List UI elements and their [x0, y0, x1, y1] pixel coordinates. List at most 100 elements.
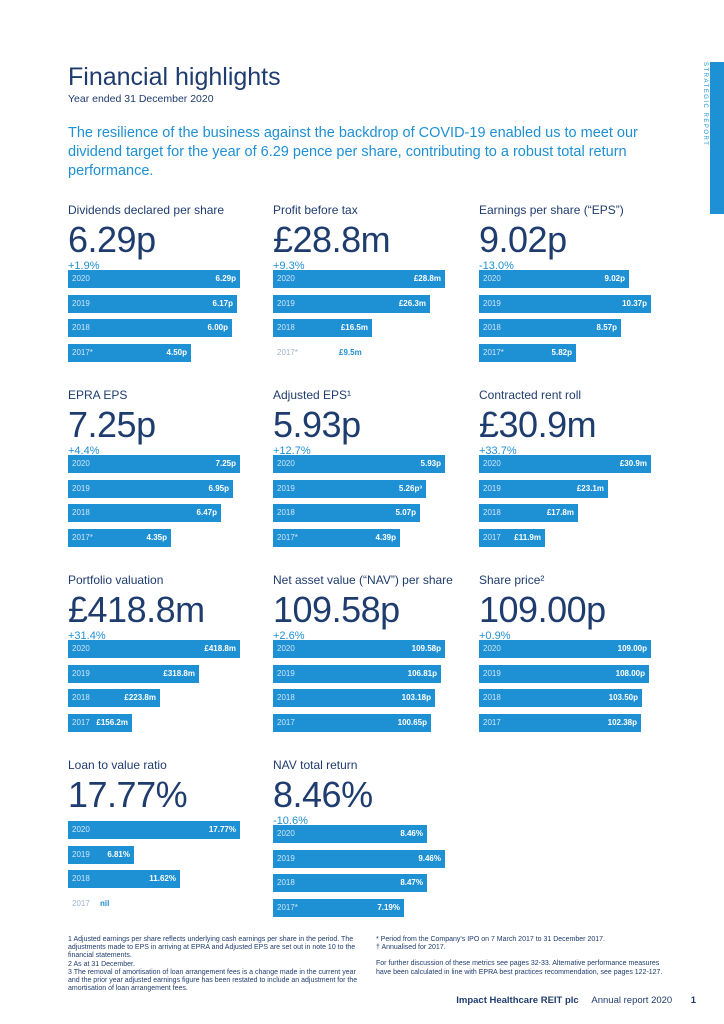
- bar-value-label: 7.25p: [215, 459, 236, 468]
- bar-row: 2017 nil: [68, 895, 258, 913]
- metric-title: Earnings per share (“EPS”): [479, 203, 624, 217]
- metric-block: Profit before tax £28.8m +9.3% 2020 £28.8m 20…: [273, 203, 463, 357]
- metric-bar-chart: 2020 £418.8m 2019 £318.8m 2018 £223.8m 2017 £15…: [68, 640, 258, 738]
- bar-value-label: 6.29p: [215, 274, 236, 283]
- bar-row: 2018 5.07p: [273, 504, 463, 522]
- bar-year-label: 2020: [72, 644, 90, 653]
- bar-year-label: 2020: [277, 829, 295, 838]
- bar: [479, 343, 576, 362]
- bar-year-label: 2018: [483, 693, 501, 702]
- metric-change: +31.4%: [68, 630, 106, 642]
- bar-value-label: £418.8m: [204, 644, 236, 653]
- bar-year-label: 2019: [72, 483, 90, 493]
- metric-value: 9.02p: [479, 219, 567, 260]
- metric-block: Net asset value (“NAV”) per share 109.58p…: [273, 573, 463, 732]
- bar: [273, 455, 445, 473]
- bar: [479, 640, 651, 658]
- bar-row: 2017* 5.82p: [479, 343, 669, 362]
- bar-row: 2017 102.38p: [479, 713, 669, 732]
- bar-row: 2018 6.47p: [68, 504, 258, 522]
- metric-title: NAV total return: [273, 758, 358, 772]
- bar: [273, 504, 420, 522]
- bar: [68, 845, 134, 864]
- bar-value-label: £11.9m: [514, 532, 541, 542]
- metric-bar-chart: 2020 £28.8m 2019 £26.3m 2018 £16.5m 2017* £9.5m: [273, 270, 463, 368]
- bar-row: 2020 8.46%: [273, 825, 463, 843]
- metric-change: +12.7%: [273, 445, 311, 457]
- bar: [273, 270, 445, 288]
- metric-title: Portfolio valuation: [68, 573, 164, 587]
- bar-row: 2017 £11.9m: [479, 528, 669, 547]
- bar-value-label: 6.00p: [207, 323, 228, 332]
- bar-value-label: 103.50p: [608, 693, 638, 702]
- footnotes-left: 1 Adjusted earnings per share reflects u…: [68, 936, 368, 993]
- footnote-1: 1 Adjusted earnings per share reflects u…: [68, 936, 356, 960]
- bar-row: 2020 9.02p: [479, 270, 669, 288]
- bar-year-label: 2020: [277, 274, 295, 283]
- bar-value-label: 103.18p: [401, 693, 431, 702]
- bar-row: 2019 108.00p: [479, 664, 669, 683]
- bar-value-label: 4.35p: [146, 532, 167, 542]
- bar-year-label: 2019: [277, 853, 295, 863]
- bar-year-label: 2017*: [483, 347, 504, 357]
- bar-row: 2017* 4.39p: [273, 528, 463, 547]
- bar-year-label: 2019: [72, 849, 90, 859]
- bar: [273, 825, 427, 843]
- metric-change: -10.6%: [273, 815, 308, 827]
- bar-year-label: 2017: [483, 717, 501, 727]
- bar-value-label: 6.17p: [212, 298, 233, 308]
- bar: [273, 713, 431, 732]
- metric-value: 8.46%: [273, 774, 373, 815]
- bar-row: 2020 £418.8m: [68, 640, 258, 658]
- bar-value-label: 8.46%: [400, 829, 423, 838]
- bar-value-label: £17.8m: [546, 508, 574, 517]
- bar-year-label: 2019: [483, 298, 501, 308]
- bar-year-label: 2017: [72, 898, 90, 908]
- bar-row: 2020 7.25p: [68, 455, 258, 473]
- bar-row: 2018 £16.5m: [273, 319, 463, 337]
- bar-row: 2019 10.37p: [479, 294, 669, 313]
- bar: [273, 664, 441, 683]
- bar-value-label: 7.19%: [377, 902, 400, 912]
- metric-bar-chart: 2020 £30.9m 2019 £23.1m 2018 £17.8m 2017 £11.9m: [479, 455, 669, 553]
- metric-value: £418.8m: [68, 589, 205, 630]
- bar-year-label: 2019: [277, 668, 295, 678]
- bar-value-label: nil: [100, 898, 110, 908]
- metric-change: +9.3%: [273, 260, 305, 272]
- bar-year-label: 2018: [277, 508, 295, 517]
- bar-row: 2018 £223.8m: [68, 689, 258, 707]
- bar-value-label: 108.00p: [615, 668, 645, 678]
- bar-year-label: 2017*: [277, 532, 298, 542]
- metric-block: EPRA EPS 7.25p +4.4% 2020 7.25p 2019 6.95p 2018…: [68, 388, 258, 547]
- bar-value-label: £156.2m: [96, 717, 128, 727]
- bar-row: 2019 5.26p³: [273, 479, 463, 498]
- bar-value-label: 5.93p: [420, 459, 441, 468]
- bar-year-label: 2020: [72, 825, 90, 834]
- bar-value-label: 6.81%: [107, 849, 130, 859]
- footnote-annualised: † Annualised for 2017.: [376, 944, 446, 952]
- metric-bar-chart: 2020 109.00p 2019 108.00p 2018 103.50p 2017 102…: [479, 640, 669, 738]
- footnotes-right: * Period from the Company's IPO on 7 Mar…: [376, 936, 666, 977]
- bar-row: 2018 8.57p: [479, 319, 669, 337]
- bar-value-label: 8.47%: [400, 878, 423, 887]
- bar-row: 2020 £28.8m: [273, 270, 463, 288]
- bar-year-label: 2017: [483, 532, 501, 542]
- bar-row: 2020 17.77%: [68, 821, 258, 839]
- metric-block: NAV total return 8.46% -10.6% 2020 8.46% 2019…: [273, 758, 463, 917]
- bar-value-label: 17.77%: [208, 825, 236, 834]
- bar-year-label: 2020: [483, 459, 501, 468]
- bar-row: 2018 103.50p: [479, 689, 669, 707]
- bar-year-label: 2017*: [277, 902, 298, 912]
- footnote-further: For further discussion of these metrics …: [376, 960, 663, 976]
- bar-year-label: 2018: [277, 878, 295, 887]
- bar: [68, 821, 240, 839]
- metric-bar-chart: 2020 9.02p 2019 10.37p 2018 8.57p 2017* 5.82p: [479, 270, 669, 368]
- bar-year-label: 2020: [277, 644, 295, 653]
- bar-value-label: £223.8m: [124, 693, 156, 702]
- metric-bar-chart: 2020 6.29p 2019 6.17p 2018 6.00p 2017* 4.50p: [68, 270, 258, 368]
- bar: [68, 455, 240, 473]
- bar: [68, 319, 232, 337]
- bar: [479, 528, 545, 547]
- bar-year-label: 2017*: [72, 532, 93, 542]
- bar-value-label: 102.38p: [607, 717, 637, 727]
